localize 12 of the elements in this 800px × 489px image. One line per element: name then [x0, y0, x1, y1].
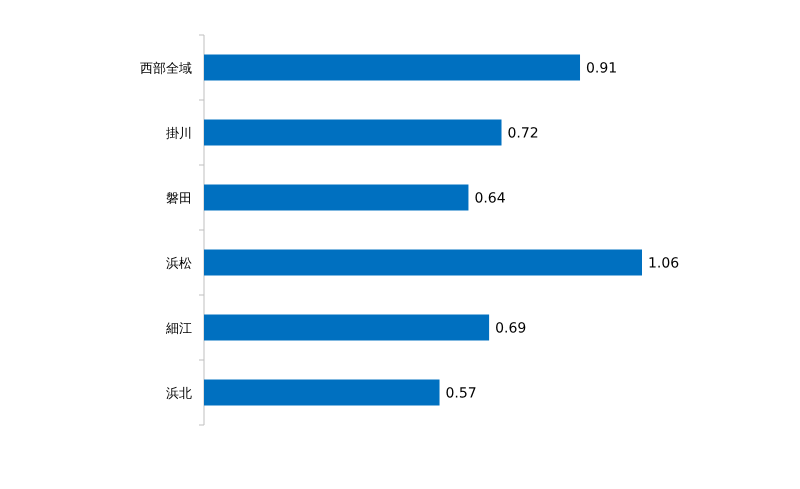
y-tick-label: 磐田: [166, 192, 192, 206]
data-label: 0.91: [586, 60, 618, 76]
data-label: 0.72: [508, 126, 539, 142]
y-tick-label: 西部全域: [140, 62, 192, 76]
data-label: 0.69: [495, 320, 526, 336]
y-tick-label: 浜松: [166, 256, 192, 272]
y-tick-label: 細江: [165, 322, 192, 336]
data-label: 1.06: [648, 256, 680, 272]
y-tick-label: 掛川: [166, 126, 192, 142]
data-label: 0.64: [474, 190, 506, 206]
data-label: 0.57: [446, 386, 477, 402]
y-tick-label: 浜北: [166, 386, 192, 402]
